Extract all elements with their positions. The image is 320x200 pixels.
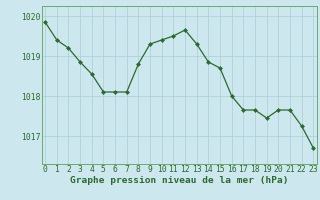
- X-axis label: Graphe pression niveau de la mer (hPa): Graphe pression niveau de la mer (hPa): [70, 176, 288, 185]
